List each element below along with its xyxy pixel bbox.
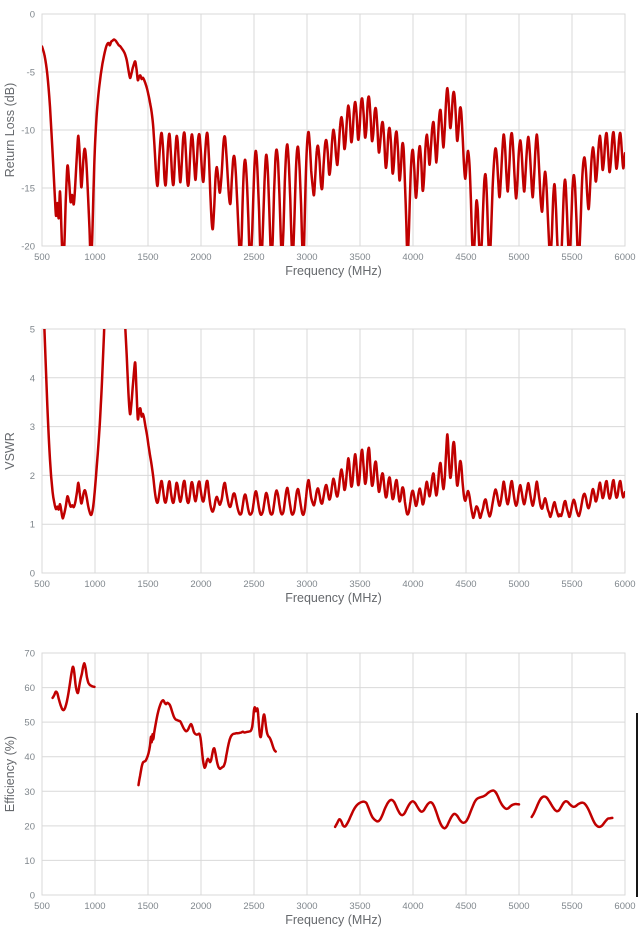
x-tick-label: 4500 bbox=[455, 252, 476, 263]
x-tick-label: 3500 bbox=[349, 252, 370, 263]
x-tick-label: 5000 bbox=[508, 901, 529, 912]
x-tick-label: 2000 bbox=[190, 252, 211, 263]
efficiency-chart: 500 1000 1500 2000 2500 3000 3500 4000 4500 5000 5… bbox=[0, 620, 638, 944]
y-tick-label: -15 bbox=[21, 184, 35, 195]
x-tick-label: 4500 bbox=[455, 579, 476, 590]
x-tick-label: 3500 bbox=[349, 579, 370, 590]
x-tick-label: 500 bbox=[34, 252, 50, 263]
x-tick-label: 6000 bbox=[614, 579, 635, 590]
vswr-line bbox=[43, 329, 625, 520]
efficiency-plot: 500 1000 1500 2000 2500 3000 3500 4000 4500 5000 5… bbox=[24, 649, 635, 913]
x-tick-label: 3500 bbox=[349, 901, 370, 912]
x-tick-label: 5500 bbox=[561, 252, 582, 263]
efficiency-line bbox=[530, 795, 614, 829]
y-tick-label: -20 bbox=[21, 242, 35, 253]
x-tick-label: 1000 bbox=[84, 579, 105, 590]
y-tick-label: 5 bbox=[30, 325, 35, 336]
y-tick-label: 0 bbox=[30, 10, 35, 21]
window-edge-artifact bbox=[636, 713, 638, 897]
y-tick-label: 30 bbox=[24, 787, 35, 798]
x-axis-title: Frequency (MHz) bbox=[285, 264, 382, 278]
vswr-chart: 500 1000 1500 2000 2500 3000 3500 4000 4500 5000 5… bbox=[0, 305, 638, 620]
y-tick-label: 60 bbox=[24, 683, 35, 694]
y-tick-label: 0 bbox=[30, 891, 35, 902]
y-tick-label: 1 bbox=[30, 520, 35, 531]
vswr-plot: 500 1000 1500 2000 2500 3000 3500 4000 4500 5000 5… bbox=[30, 325, 636, 591]
x-tick-label: 4000 bbox=[402, 901, 423, 912]
plot-border bbox=[41, 328, 626, 574]
x-tick-label: 3000 bbox=[296, 579, 317, 590]
x-tick-label: 2000 bbox=[190, 901, 211, 912]
x-tick-label: 5000 bbox=[508, 252, 529, 263]
x-tick-label: 1500 bbox=[137, 579, 158, 590]
x-tick-label: 2500 bbox=[243, 579, 264, 590]
x-axis-title: Frequency (MHz) bbox=[285, 591, 382, 605]
x-tick-label: 6000 bbox=[614, 252, 635, 263]
x-tick-label: 2500 bbox=[243, 901, 264, 912]
return-loss-plot: 500 1000 1500 2000 2500 3000 3500 4000 4500 5000 5… bbox=[21, 10, 635, 264]
x-tick-label: 3000 bbox=[296, 252, 317, 263]
y-tick-label: 10 bbox=[24, 856, 35, 867]
y-axis-title: VSWR bbox=[3, 432, 17, 470]
x-tick-label: 2500 bbox=[243, 252, 264, 263]
y-tick-label: 40 bbox=[24, 752, 35, 763]
return-loss-line bbox=[42, 38, 625, 246]
x-tick-label: 1000 bbox=[84, 252, 105, 263]
x-tick-label: 5000 bbox=[508, 579, 529, 590]
x-tick-label: 1000 bbox=[84, 901, 105, 912]
y-tick-label: 2 bbox=[30, 471, 35, 482]
y-axis-title: Return Loss (dB) bbox=[3, 82, 17, 178]
return-loss-chart: 500 1000 1500 2000 2500 3000 3500 4000 4500 5000 5… bbox=[0, 0, 638, 305]
y-tick-label: 3 bbox=[30, 422, 35, 433]
x-axis-title: Frequency (MHz) bbox=[285, 913, 382, 927]
x-tick-label: 1500 bbox=[137, 252, 158, 263]
y-axis-title: Efficiency (%) bbox=[3, 735, 17, 813]
x-tick-label: 5500 bbox=[561, 579, 582, 590]
efficiency-line bbox=[137, 699, 277, 787]
y-tick-label: 70 bbox=[24, 649, 35, 660]
x-tick-label: 5500 bbox=[561, 901, 582, 912]
y-tick-label: 50 bbox=[24, 718, 35, 729]
x-tick-label: 4000 bbox=[402, 579, 423, 590]
x-tick-label: 500 bbox=[34, 579, 50, 590]
y-tick-label: -5 bbox=[27, 68, 35, 79]
efficiency-line bbox=[333, 789, 521, 830]
y-tick-label: 0 bbox=[30, 569, 35, 580]
plot-border bbox=[41, 652, 626, 896]
x-tick-label: 500 bbox=[34, 901, 50, 912]
y-tick-label: 20 bbox=[24, 821, 35, 832]
y-tick-label: -10 bbox=[21, 126, 35, 137]
x-tick-label: 4000 bbox=[402, 252, 423, 263]
x-tick-label: 6000 bbox=[614, 901, 635, 912]
y-tick-label: 4 bbox=[30, 373, 35, 384]
x-tick-label: 3000 bbox=[296, 901, 317, 912]
plot-border bbox=[41, 13, 626, 247]
x-tick-label: 2000 bbox=[190, 579, 211, 590]
efficiency-line bbox=[51, 662, 96, 712]
x-tick-label: 1500 bbox=[137, 901, 158, 912]
x-tick-label: 4500 bbox=[455, 901, 476, 912]
